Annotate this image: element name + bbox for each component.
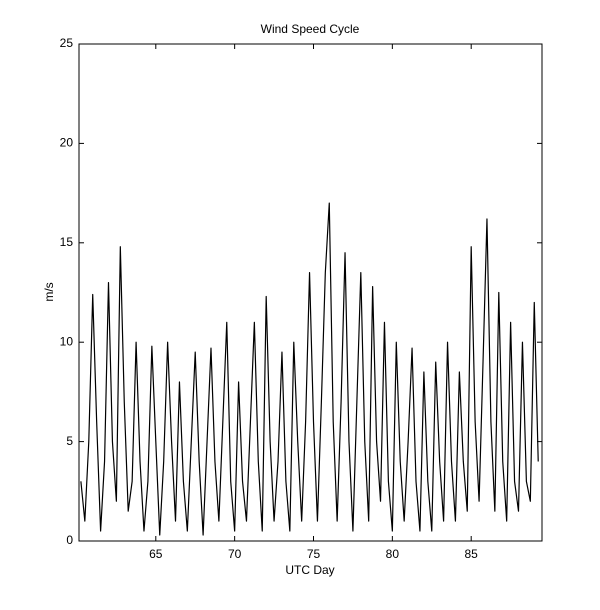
x-tick-label: 70 (228, 547, 242, 561)
x-tick-label: 65 (149, 547, 163, 561)
x-tick-label: 75 (307, 547, 321, 561)
y-axis-label: m/s (42, 282, 56, 301)
y-tick-label: 15 (60, 235, 74, 249)
data-line (80, 202, 539, 536)
x-tick-label: 80 (386, 547, 400, 561)
y-tick-label: 25 (60, 36, 74, 50)
y-tick-label: 0 (66, 533, 73, 547)
y-tick-label: 20 (60, 136, 74, 150)
y-tick-label: 5 (66, 434, 73, 448)
chart-title: Wind Speed Cycle (261, 22, 360, 36)
x-tick-label: 85 (465, 547, 479, 561)
x-axis-label: UTC Day (285, 563, 334, 577)
y-tick-label: 10 (60, 334, 74, 348)
plot-frame (78, 43, 543, 542)
